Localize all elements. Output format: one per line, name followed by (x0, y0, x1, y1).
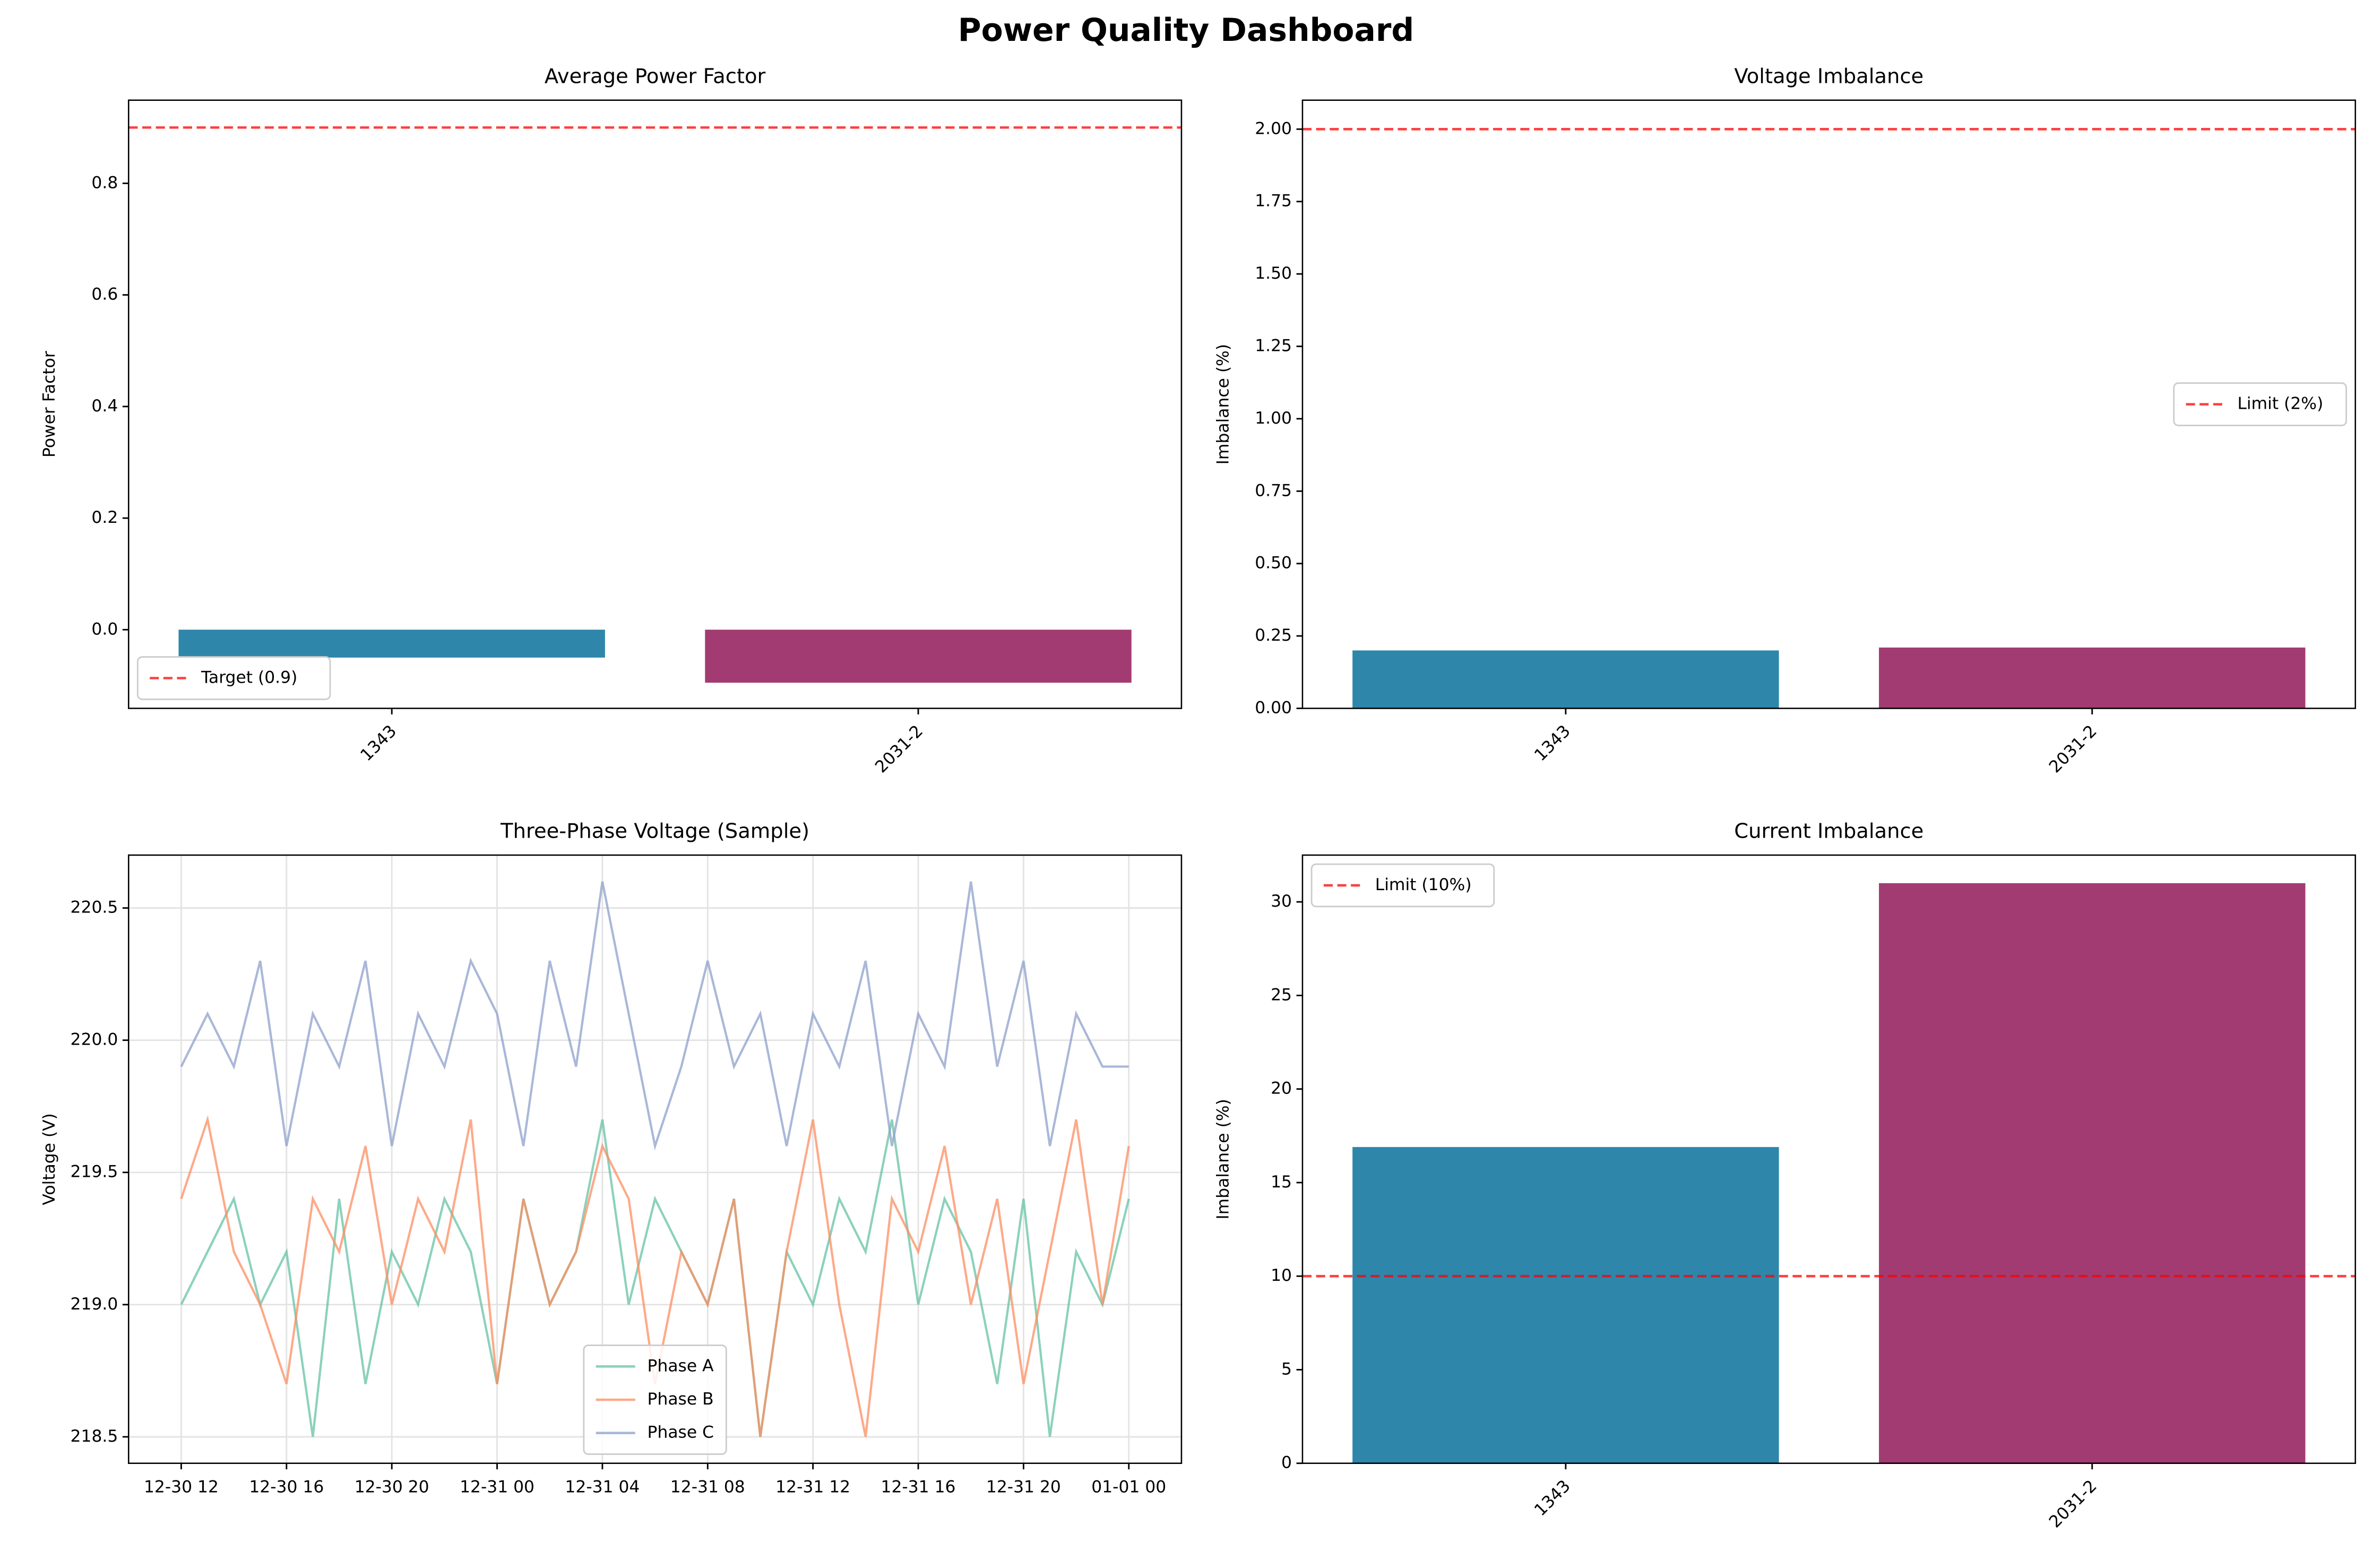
y-tick-label: 1.50 (1255, 264, 1292, 283)
y-tick-label: 5 (1281, 1359, 1292, 1379)
y-tick-label: 1.00 (1255, 409, 1292, 428)
panel-title: Voltage Imbalance (1734, 64, 1924, 88)
x-tick-label: 12-30 16 (249, 1477, 324, 1496)
y-tick-label: 0.4 (91, 397, 118, 416)
y-tick-label: 218.5 (71, 1427, 118, 1446)
plot-frame (1301, 99, 2356, 709)
y-tick-label: 30 (1271, 892, 1292, 911)
x-tick-label: 12-31 04 (565, 1477, 640, 1496)
panel-title: Three-Phase Voltage (Sample) (500, 820, 809, 843)
legend-box (136, 656, 331, 700)
legend-label: Phase A (648, 1356, 714, 1375)
plot-frame (127, 99, 1183, 709)
dashboard-title: Power Quality Dashboard (958, 12, 1414, 49)
legend-label: Target (0.9) (201, 668, 297, 687)
y-tick-label: 20 (1271, 1079, 1292, 1098)
y-tick-label: 220.5 (71, 898, 118, 917)
y-tick-label: 219.5 (71, 1162, 118, 1182)
y-axis-label: Voltage (V) (40, 1113, 59, 1205)
legend-box (583, 1344, 727, 1455)
legend-label: Limit (10%) (1375, 875, 1472, 894)
bar (178, 630, 605, 658)
y-tick-label: 0 (1281, 1453, 1292, 1472)
y-axis-label: Imbalance (%) (1214, 1099, 1233, 1219)
x-tick-label: 12-31 12 (775, 1477, 850, 1496)
y-tick-label: 1.75 (1255, 192, 1292, 211)
x-tick-label: 01-01 00 (1091, 1477, 1166, 1496)
y-tick-label: 2.00 (1255, 119, 1292, 138)
bar (1879, 647, 2306, 709)
bar (705, 630, 1132, 683)
x-tick-label: 12-31 20 (986, 1477, 1061, 1496)
bar (1879, 883, 2306, 1463)
y-tick-label: 0.50 (1255, 554, 1292, 573)
legend-label: Limit (2%) (2237, 394, 2323, 413)
y-tick-label: 1.25 (1255, 336, 1292, 355)
y-tick-label: 0.0 (91, 619, 118, 639)
series-line (180, 881, 1129, 1151)
x-tick-label: 12-31 08 (670, 1477, 745, 1496)
y-tick-label: 219.0 (71, 1295, 118, 1314)
y-tick-label: 10 (1271, 1266, 1292, 1285)
y-tick-label: 0.2 (91, 508, 118, 527)
panel-title: Current Imbalance (1734, 820, 1924, 843)
panel-title: Average Power Factor (545, 64, 766, 88)
legend-label: Phase B (648, 1390, 714, 1409)
y-axis-label: Imbalance (%) (1214, 344, 1233, 464)
x-tick-label: 12-30 20 (355, 1477, 429, 1496)
bar (1352, 650, 1779, 709)
legend-box (1310, 863, 1495, 908)
x-tick-label: 12-31 00 (460, 1477, 534, 1496)
y-tick-label: 220.0 (71, 1030, 118, 1049)
plot-frame (127, 854, 1183, 1464)
y-tick-label: 15 (1271, 1173, 1292, 1192)
legend-label: Phase C (648, 1423, 714, 1442)
plot-frame (1301, 854, 2356, 1464)
x-tick-label: 12-31 16 (881, 1477, 956, 1496)
series-line (180, 1119, 1130, 1437)
y-tick-label: 0.00 (1255, 698, 1292, 717)
y-axis-label: Power Factor (40, 351, 59, 458)
x-tick-label: 12-30 12 (144, 1477, 219, 1496)
y-tick-label: 0.25 (1255, 626, 1292, 645)
legend-box (2173, 382, 2347, 426)
y-tick-label: 0.6 (91, 285, 118, 304)
y-tick-label: 0.75 (1255, 481, 1292, 500)
y-tick-label: 0.8 (91, 173, 118, 192)
bar (1352, 1147, 1779, 1463)
y-tick-label: 25 (1271, 985, 1292, 1004)
